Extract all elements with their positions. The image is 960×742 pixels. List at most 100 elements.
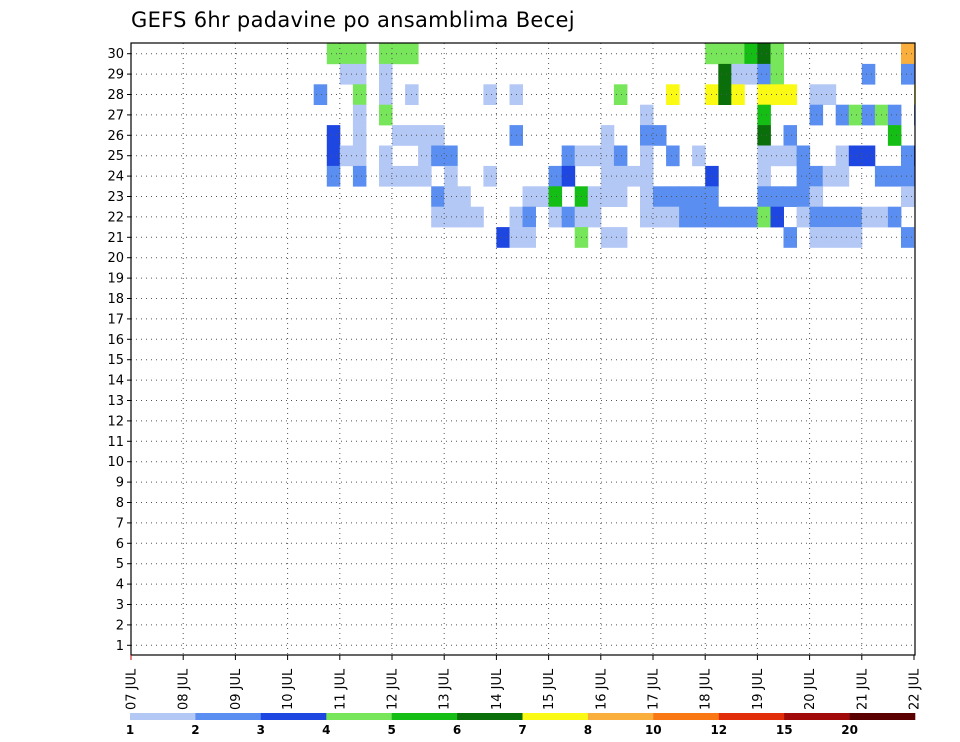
y-tick-label: 9	[116, 476, 124, 491]
heatmap-cell	[848, 206, 863, 228]
legend-label: 8	[584, 723, 592, 737]
y-tick-label: 27	[107, 108, 124, 123]
y-tick-label: 7	[116, 516, 124, 531]
heatmap-cell	[444, 206, 458, 228]
heatmap-cell	[379, 43, 393, 65]
heatmap-cell	[326, 125, 341, 146]
legend-swatch	[326, 713, 392, 720]
legend-swatch	[784, 713, 850, 720]
heatmap-cell	[757, 165, 771, 187]
x-tick-label: 19 JUL	[751, 668, 766, 710]
legend-swatch	[653, 713, 719, 720]
heatmap-cell	[692, 145, 706, 167]
heatmap-cell	[561, 206, 576, 228]
y-tick-label: 4	[116, 578, 124, 593]
y-tick-label: 16	[107, 333, 124, 348]
legend-label: 20	[841, 723, 858, 737]
heatmap-cell	[444, 145, 458, 167]
x-tick-label: 15 JUL	[542, 668, 557, 710]
x-tick-label: 07 JUL	[125, 668, 140, 710]
heatmap-cell	[379, 165, 393, 187]
heatmap-cell	[901, 227, 915, 248]
heatmap-cell	[822, 84, 837, 105]
legend-label: 10	[645, 723, 662, 737]
legend-swatch	[718, 713, 785, 720]
heatmap-cell	[718, 206, 732, 228]
heatmap-cell	[613, 165, 628, 187]
heatmap-cell	[352, 43, 367, 65]
y-tick-label: 19	[107, 272, 124, 287]
heatmap-cell	[666, 84, 680, 105]
heatmap-cell	[352, 84, 367, 105]
heatmap-cell	[770, 145, 784, 167]
heatmap-cell	[444, 165, 458, 187]
heatmap-cell	[757, 104, 771, 126]
x-tick-label: 10 JUL	[281, 668, 296, 710]
heatmap-cell	[613, 84, 628, 105]
heatmap-cell	[392, 43, 406, 65]
heatmap-cell	[431, 145, 445, 167]
y-tick-label: 6	[116, 537, 124, 552]
heatmap-cell	[861, 206, 876, 228]
x-tick-label: 13 JUL	[438, 668, 453, 710]
chart-title: GEFS 6hr padavine po ansamblima Becej	[131, 8, 575, 32]
heatmap-cell	[326, 43, 341, 65]
heatmap-cell	[613, 227, 628, 248]
heatmap-cell	[457, 186, 471, 207]
y-tick-label: 25	[107, 149, 124, 164]
heatmap-cell	[757, 84, 771, 105]
y-tick-label: 11	[107, 435, 124, 450]
heatmap-cell	[587, 206, 602, 228]
y-tick-label: 15	[107, 353, 124, 368]
heatmap-cell	[522, 186, 536, 207]
y-tick-label: 5	[116, 557, 124, 572]
heatmap-cell	[731, 84, 745, 105]
heatmap-cell	[352, 165, 367, 187]
heatmap-cell	[731, 63, 745, 85]
heatmap-cell	[835, 145, 850, 167]
heatmap-cell	[718, 43, 732, 65]
x-tick-label: 16 JUL	[594, 668, 609, 710]
heatmap-cell	[600, 165, 615, 187]
y-tick-label: 24	[107, 170, 124, 185]
x-tick-label: 12 JUL	[386, 668, 401, 710]
heatmap-cell	[887, 165, 902, 187]
heatmap-cell	[613, 145, 628, 167]
heatmap-cell	[431, 186, 445, 207]
heatmap-cell	[887, 206, 902, 228]
legend-swatch	[391, 713, 458, 720]
legend-label: 6	[453, 723, 461, 737]
heatmap-cell	[822, 165, 837, 187]
y-tick-label: 17	[107, 312, 124, 327]
y-tick-label: 13	[107, 394, 124, 409]
heatmap-cell	[313, 84, 328, 105]
heatmap-cell	[666, 186, 680, 207]
legend-swatch	[260, 713, 327, 720]
heatmap-cell	[600, 227, 615, 248]
heatmap-cell	[613, 186, 628, 207]
y-tick-label: 28	[107, 88, 124, 103]
heatmap-cell	[379, 104, 393, 126]
heatmap-cell	[796, 186, 811, 207]
heatmap-cell	[757, 125, 771, 146]
y-tick-label: 18	[107, 292, 124, 307]
y-tick-label: 8	[116, 496, 124, 511]
y-tick-label: 2	[116, 618, 124, 633]
heatmap-cell	[783, 125, 797, 146]
heatmap-cell	[600, 125, 615, 146]
y-tick-label: 21	[107, 231, 124, 246]
heatmap-cell	[861, 104, 876, 126]
y-tick-label: 10	[107, 455, 124, 470]
heatmap-cell	[901, 43, 915, 65]
heatmap-cell	[548, 186, 563, 207]
y-axis: 1234567891011121314151617181920212223242…	[107, 47, 131, 654]
heatmap-cell	[783, 145, 797, 167]
heatmap-cell	[861, 63, 876, 85]
heatmap-cell	[653, 125, 667, 146]
legend-swatch	[849, 713, 916, 720]
heatmap-cell	[848, 145, 863, 167]
x-tick-label: 20 JUL	[803, 668, 818, 710]
heatmap-cell	[901, 165, 915, 187]
heatmap-cell	[901, 63, 915, 85]
heatmap-cell	[352, 104, 367, 126]
